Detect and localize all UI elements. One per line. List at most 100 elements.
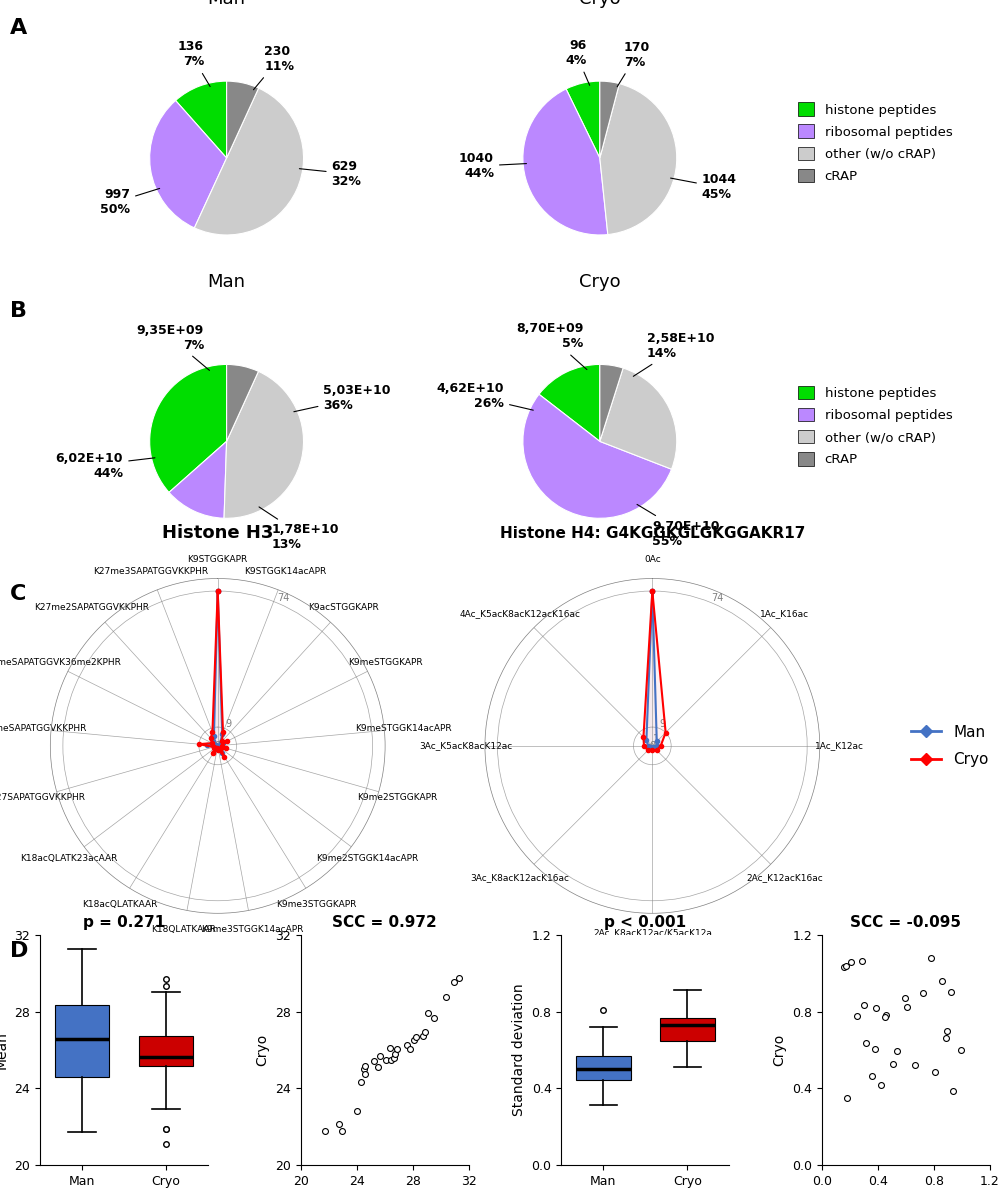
Point <box>943 983 959 1002</box>
Point <box>858 1033 874 1052</box>
Point <box>927 1063 943 1082</box>
Text: 6,02E+10
44%: 6,02E+10 44% <box>56 452 155 479</box>
Point <box>877 1007 893 1026</box>
Wedge shape <box>523 395 672 518</box>
Y-axis label: Mean: Mean <box>0 1031 9 1069</box>
Wedge shape <box>194 88 304 235</box>
Polygon shape <box>643 591 666 750</box>
Point <box>939 1021 955 1040</box>
Point <box>415 1026 431 1045</box>
Title: Man: Man <box>208 272 246 291</box>
Text: 997
50%: 997 50% <box>100 188 160 216</box>
Point <box>838 957 854 976</box>
Text: 136
7%: 136 7% <box>178 40 210 87</box>
Point <box>864 1067 880 1086</box>
Wedge shape <box>523 89 608 235</box>
Point <box>856 995 872 1014</box>
Title: p = 0.271: p = 0.271 <box>83 914 165 930</box>
Point <box>923 949 939 968</box>
Wedge shape <box>600 83 677 234</box>
Text: C: C <box>10 585 26 604</box>
Text: 170
7%: 170 7% <box>617 40 650 87</box>
Point <box>356 1059 372 1078</box>
Point <box>378 1050 394 1069</box>
Text: 1044
45%: 1044 45% <box>671 174 737 201</box>
Point <box>889 1042 905 1061</box>
Point <box>389 1039 405 1058</box>
Point <box>843 952 859 971</box>
Point <box>849 1007 865 1026</box>
Point <box>839 1089 855 1108</box>
Title: Cryo: Cryo <box>579 0 621 7</box>
Polygon shape <box>199 591 227 756</box>
Wedge shape <box>224 371 304 518</box>
Text: 4,62E+10
26%: 4,62E+10 26% <box>437 382 533 410</box>
Point <box>945 1082 961 1101</box>
Point <box>836 957 852 976</box>
Title: p < 0.001: p < 0.001 <box>604 914 686 930</box>
Title: Histone H3: Histone H3 <box>162 524 273 542</box>
Point <box>387 1044 403 1063</box>
Point <box>331 1114 347 1133</box>
Text: D: D <box>10 940 28 961</box>
Wedge shape <box>600 365 623 441</box>
Text: 0: 0 <box>649 741 655 751</box>
Text: 8,70E+09
5%: 8,70E+09 5% <box>516 322 587 370</box>
Point <box>907 1056 923 1075</box>
Text: B: B <box>10 301 27 321</box>
Wedge shape <box>566 81 600 158</box>
Point <box>408 1027 424 1046</box>
Point <box>873 1076 889 1095</box>
Wedge shape <box>150 365 227 492</box>
Point <box>372 1046 388 1065</box>
Point <box>366 1052 382 1071</box>
Wedge shape <box>176 81 227 158</box>
Polygon shape <box>207 591 223 753</box>
Point <box>868 999 884 1018</box>
Point <box>382 1038 398 1057</box>
Point <box>915 983 931 1002</box>
PathPatch shape <box>55 1005 109 1077</box>
Text: A: A <box>10 18 27 38</box>
Point <box>420 1004 436 1023</box>
Point <box>878 1006 894 1025</box>
Legend: Man, Cryo: Man, Cryo <box>904 718 995 773</box>
Point <box>357 1057 373 1076</box>
Point <box>317 1121 333 1140</box>
Point <box>451 969 467 988</box>
Point <box>402 1039 418 1058</box>
Text: 230
11%: 230 11% <box>253 45 294 89</box>
Text: 2,58E+10
14%: 2,58E+10 14% <box>633 332 714 377</box>
Point <box>349 1102 365 1121</box>
PathPatch shape <box>576 1056 631 1081</box>
Point <box>370 1058 386 1077</box>
Point <box>399 1036 415 1055</box>
Y-axis label: Standard deviation: Standard deviation <box>512 983 526 1116</box>
Title: SCC = 0.972: SCC = 0.972 <box>332 914 437 930</box>
Y-axis label: Cryo: Cryo <box>255 1034 269 1067</box>
Wedge shape <box>600 81 619 158</box>
Point <box>934 971 950 990</box>
Title: Histone H4: G4KGGKGLGKGGAKR17: Histone H4: G4KGGKGLGKGGAKR17 <box>500 526 805 541</box>
Text: 9,70E+10
55%: 9,70E+10 55% <box>637 504 720 548</box>
Polygon shape <box>646 591 657 748</box>
Text: 1040
44%: 1040 44% <box>459 152 526 180</box>
Point <box>417 1023 433 1042</box>
Point <box>438 987 454 1006</box>
Wedge shape <box>150 101 227 228</box>
Point <box>383 1050 399 1069</box>
Y-axis label: Cryo: Cryo <box>773 1034 787 1067</box>
Text: 0: 0 <box>215 741 221 751</box>
Point <box>899 998 915 1017</box>
Wedge shape <box>227 81 259 158</box>
PathPatch shape <box>139 1036 193 1067</box>
Point <box>334 1121 350 1140</box>
Point <box>357 1064 373 1083</box>
Point <box>867 1039 883 1058</box>
Point <box>353 1072 369 1092</box>
Point <box>938 1028 954 1048</box>
Point <box>897 989 913 1008</box>
Point <box>386 1049 402 1068</box>
Point <box>953 1040 969 1059</box>
Text: 96
4%: 96 4% <box>565 39 590 86</box>
